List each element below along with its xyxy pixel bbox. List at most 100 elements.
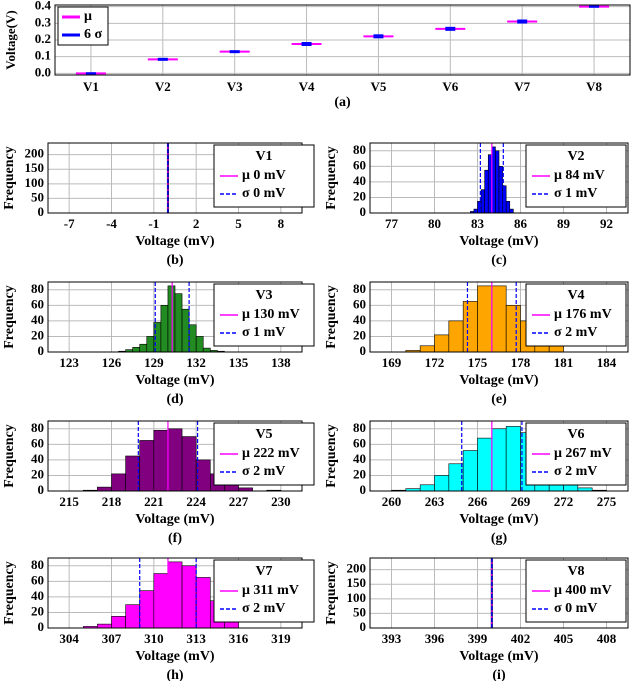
histogram-bar [419, 484, 435, 492]
y-tick-label: 80 [31, 281, 44, 296]
legend-label: μ 130 mV [242, 307, 300, 322]
histogram-bar [448, 463, 464, 492]
x-tick-label: 269 [511, 494, 531, 509]
plot-frame [369, 420, 629, 492]
x-tick-label: 184 [597, 355, 617, 370]
legend-box [57, 6, 109, 46]
histogram-bar [111, 473, 126, 492]
y-tick-label: 0.3 [35, 14, 52, 29]
legend-label: σ 2 mV [554, 464, 597, 479]
x-tick-label: 138 [271, 355, 291, 370]
legend-label: σ 2 mV [242, 464, 285, 479]
y-tick-label: 0.2 [35, 31, 51, 46]
x-axis-label: Voltage (mV) [459, 649, 539, 664]
y-tick-label: 0 [38, 619, 45, 634]
histogram-bar [139, 590, 155, 629]
histogram-bar [462, 450, 478, 492]
y-tick-label: 40 [353, 173, 366, 188]
x-tick-label: 307 [102, 631, 122, 646]
histogram-bar [509, 208, 514, 214]
histogram-bar [491, 428, 507, 492]
x-tick-label: 272 [554, 494, 574, 509]
histogram-bar [202, 347, 211, 353]
y-tick-label: 20 [353, 188, 366, 203]
y-tick-label: 20 [353, 466, 366, 481]
y-tick-label: 40 [31, 451, 44, 466]
histogram-bar [181, 308, 190, 353]
x-tick-label: 224 [186, 494, 206, 509]
legend-title: V2 [567, 149, 584, 164]
legend-label: σ 1 mV [242, 325, 285, 340]
caption: (h) [166, 668, 183, 681]
y-tick-label: 20 [353, 327, 366, 342]
x-tick-label: V7 [514, 79, 530, 94]
legend-label: 6 σ [84, 27, 103, 42]
x-tick-label: 83 [471, 216, 485, 231]
caption: (e) [491, 392, 507, 407]
histogram-bar [195, 459, 211, 492]
histogram-bar [146, 336, 155, 353]
x-tick-label: 221 [144, 494, 164, 509]
histogram-bar [224, 484, 239, 492]
plot-frame [369, 281, 629, 353]
x-tick-label: -4 [106, 216, 117, 231]
histogram-bar [448, 320, 464, 353]
legend-title: V4 [567, 288, 584, 303]
x-tick-label: 402 [511, 631, 531, 646]
x-tick-label: 181 [554, 355, 574, 370]
x-tick-label: 227 [229, 494, 249, 509]
histogram-bar [484, 169, 489, 214]
x-tick-label: 218 [102, 494, 122, 509]
legend-label: σ 0 mV [554, 601, 597, 616]
histogram-bar [480, 189, 485, 214]
histogram-bar [495, 150, 500, 214]
legend-label: μ 222 mV [242, 446, 300, 461]
legend-label: σ 1 mV [554, 186, 597, 201]
histogram-bar [167, 285, 176, 353]
y-axis-label: Frequency [2, 561, 17, 625]
x-tick-label: V5 [370, 79, 386, 94]
histogram-bar [125, 604, 141, 629]
y-tick-label: 100 [25, 175, 45, 190]
y-tick-label: 80 [353, 281, 366, 296]
x-tick-label: 275 [597, 494, 617, 509]
x-tick-label: 135 [229, 355, 249, 370]
x-tick-label: 263 [425, 494, 445, 509]
legend-label: μ 311 mV [242, 583, 299, 598]
legend-title: V6 [567, 427, 584, 442]
x-tick-label: 215 [59, 494, 79, 509]
histogram-bar [167, 428, 183, 492]
x-axis-label: Voltage (mV) [135, 373, 215, 388]
histogram-bar [181, 436, 197, 492]
y-tick-label: 0 [360, 482, 367, 497]
x-tick-label: 2 [193, 216, 200, 231]
y-tick-label: 100 [347, 590, 367, 605]
caption: (d) [166, 392, 183, 407]
y-tick-label: 80 [353, 420, 366, 435]
y-tick-label: 60 [31, 435, 44, 450]
histogram-bar [505, 426, 521, 492]
histogram-bar [139, 343, 148, 353]
x-tick-label: 92 [600, 216, 613, 231]
histogram-bar [153, 430, 169, 492]
histogram-bar [111, 616, 126, 629]
y-tick-label: 20 [31, 603, 44, 618]
histogram-bar [195, 336, 204, 353]
y-tick-label: 0.1 [35, 48, 51, 63]
histogram-bar [419, 345, 435, 353]
y-axis-label: Frequency [324, 561, 339, 625]
plot-frame [54, 4, 631, 76]
x-tick-label: -1 [148, 216, 159, 231]
x-tick-label: 319 [271, 631, 291, 646]
x-tick-label: 316 [229, 631, 249, 646]
histogram-bar [505, 305, 521, 353]
caption: (g) [491, 531, 508, 546]
x-tick-label: 408 [597, 631, 617, 646]
histogram-bar [434, 475, 450, 492]
y-tick-label: 0 [38, 343, 45, 358]
histogram-bar [477, 437, 493, 492]
y-tick-label: 60 [31, 572, 44, 587]
x-axis-label: Voltage (mV) [459, 234, 539, 249]
y-tick-label: 0 [38, 482, 45, 497]
x-tick-label: -7 [64, 216, 75, 231]
